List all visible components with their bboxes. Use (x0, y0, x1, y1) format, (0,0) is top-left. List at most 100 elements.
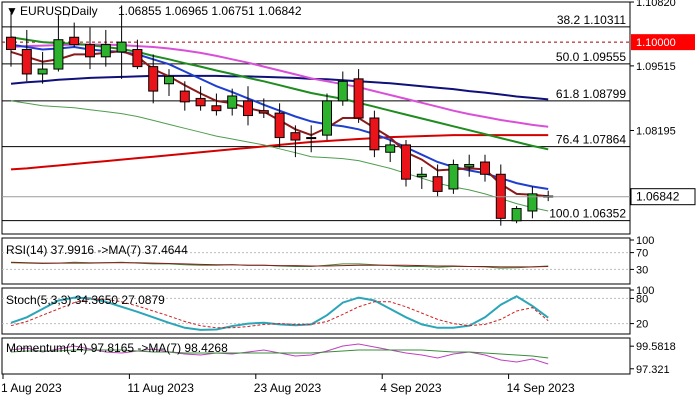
candle (243, 86, 253, 126)
candle (337, 71, 348, 106)
level-badge-bg (631, 34, 695, 51)
candle (227, 88, 238, 116)
candle-body (274, 112, 285, 139)
candle-body (227, 95, 238, 109)
candle-body (116, 41, 127, 53)
current-price-box: 1.06842 (630, 188, 696, 206)
price-tick-label: 1.09515 (636, 61, 676, 73)
candle-body (448, 163, 459, 190)
candle (480, 154, 490, 182)
osc-tick-label: 70 (636, 248, 648, 260)
candle-body (258, 110, 269, 114)
candle (369, 110, 380, 158)
oscillator-line-osc_teal (10, 295, 549, 331)
candle-body (337, 80, 348, 102)
time-tick-label: 14 Sep 2023 (507, 381, 575, 395)
candle (290, 125, 301, 158)
candle (164, 69, 174, 96)
candle (385, 140, 396, 163)
candle (416, 166, 427, 189)
candle-body (243, 100, 253, 117)
candle-body (195, 97, 206, 107)
candle (322, 93, 332, 141)
rsi-pane[interactable]: RSI(14) 37.9916 ->MA(7) 37.4644 (1, 237, 631, 285)
candle (53, 15, 64, 72)
moving-average-bb_green (10, 100, 549, 212)
candle (179, 81, 190, 111)
candle (100, 29, 111, 67)
level-badge-label: 1.10000 (636, 37, 676, 49)
candle-body (100, 44, 111, 58)
rsi-lines (2, 252, 630, 270)
moving-average-ma_pink (10, 43, 549, 128)
candle-body (416, 173, 427, 178)
rsi-pane-frame (1, 237, 631, 285)
momentum-pane[interactable]: Momentum(14) 97.8165 ->MA(7) 98.4268 (1, 337, 631, 375)
fibonacci-levels: 38.2 1.10311 50.0 1.09555 61.8 1.08799 76.4… (2, 13, 630, 222)
candle-body (527, 193, 538, 212)
time-tick-label: 23 Aug 2023 (254, 381, 322, 395)
candle (195, 86, 206, 111)
fib-label-100.0: 100.0 1.06352 (549, 207, 626, 221)
candle-body (306, 137, 317, 140)
time-tick-label: 11 Aug 2023 (127, 381, 194, 395)
candle (21, 29, 32, 82)
candle-body (179, 90, 190, 103)
candle (211, 93, 222, 116)
price-tick-label: 1.08195 (636, 125, 676, 137)
candle-body (432, 176, 443, 192)
candle (69, 22, 80, 48)
price-axis: 1.108201.095151.081951.100001.0684210070… (2, 0, 696, 376)
candle (148, 54, 159, 104)
chart-header: ▼ EURUSD , Daily 1.06855 1.06965 1.06751… (6, 4, 302, 18)
candle-body (148, 66, 159, 92)
time-tick-label: 1 Aug 2023 (1, 381, 62, 395)
symbol-label: EURUSD (20, 4, 71, 18)
candle (132, 39, 143, 70)
candle (448, 159, 459, 194)
price-pane[interactable]: 38.2 1.10311 50.0 1.09555 61.8 1.08799 76.4… (1, 1, 631, 235)
candle-body (37, 68, 48, 75)
menu-glyph[interactable]: ▼ (6, 4, 18, 18)
oscillator-line-osc_red (10, 298, 549, 329)
time-tick-label: 4 Sep 2023 (380, 381, 442, 395)
candle-body (69, 36, 80, 46)
osc-tick-label: 100 (636, 285, 654, 297)
candle-body (353, 78, 364, 119)
candle-body (290, 132, 301, 141)
stoch-pane-frame (1, 287, 631, 335)
candle-body (369, 117, 380, 151)
current-price-box-bg (630, 188, 696, 206)
osc-tick-label: 80 (636, 293, 648, 305)
oscillator-line-ma_brown (10, 261, 549, 268)
osc-tick-label: 100 (636, 235, 654, 247)
candle-body (164, 75, 174, 85)
candle (464, 154, 475, 177)
candle-body (464, 163, 475, 168)
osc-tick-label: 97.321 (636, 364, 670, 376)
candle (116, 5, 127, 79)
moving-average-ma_navy (10, 74, 549, 101)
candle (37, 51, 48, 84)
candle (6, 12, 16, 67)
time-axis: 1 Aug 2023 11 Aug 2023 23 Aug 2023 4 Sep 20… (1, 374, 575, 395)
candle (306, 125, 317, 153)
stochastic-pane[interactable]: Stoch(5,3,3) 34.3650 27.0879 (1, 287, 631, 335)
candle (527, 186, 538, 219)
candle-body (132, 48, 143, 68)
level-badge: 1.10000 (631, 34, 695, 51)
fib-label-50.0: 50.0 1.09555 (556, 50, 626, 64)
candle-body (211, 105, 222, 112)
osc-tick-label: 20 (636, 319, 648, 331)
candle (274, 103, 285, 148)
fib-label-76.4: 76.4 1.07864 (556, 133, 626, 147)
candle-body (85, 44, 95, 58)
candle (432, 164, 443, 197)
price-tick-label: 1.10820 (636, 0, 676, 9)
stoch-title: Stoch(5,3,3) 34.3650 27.0879 (6, 293, 165, 307)
candle-body (322, 100, 332, 136)
fib-label-61.8: 61.8 1.08799 (556, 87, 626, 101)
candle (511, 206, 522, 224)
